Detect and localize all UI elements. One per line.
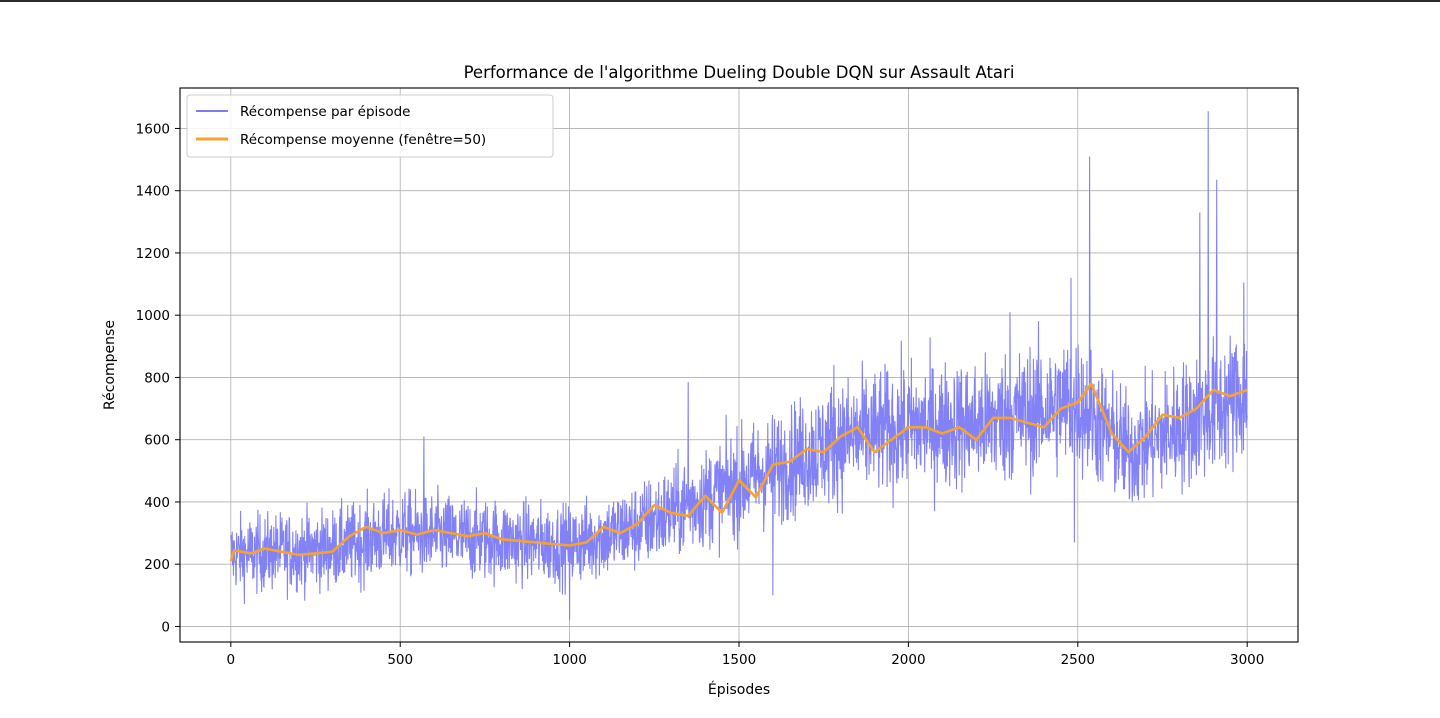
y-axis-label: Récompense [102, 320, 118, 410]
y-tick-label: 1400 [136, 184, 170, 200]
y-tick-label: 1000 [136, 308, 170, 324]
x-tick-label: 2000 [891, 652, 925, 668]
y-tick-label: 1200 [136, 246, 170, 262]
x-axis-label: Épisodes [708, 681, 770, 698]
x-tick-label: 2500 [1061, 652, 1095, 668]
legend-label-mean: Récompense moyenne (fenêtre=50) [240, 132, 486, 148]
raw-reward-line [230, 111, 1248, 621]
y-tick-label: 1600 [136, 121, 170, 137]
y-tick-label: 400 [144, 495, 170, 511]
series-mean [229, 382, 1248, 562]
series-raw [230, 111, 1248, 621]
x-tick-label: 500 [387, 652, 413, 668]
x-tick-label: 1000 [552, 652, 586, 668]
x-tick-label: 0 [227, 652, 236, 668]
y-axis-ticks: 0 200 400 600 800 1000 1200 1400 1600 [136, 121, 180, 635]
x-tick-label: 3000 [1230, 652, 1264, 668]
mean-reward-line [229, 382, 1248, 562]
legend-label-raw: Récompense par épisode [240, 104, 410, 120]
y-tick-label: 600 [144, 433, 170, 449]
legend-box [186, 94, 554, 158]
x-axis-ticks: 0 500 1000 1500 2000 2500 3000 [227, 642, 1264, 668]
window-top-border [0, 0, 1440, 2]
y-tick-label: 800 [144, 370, 170, 386]
x-tick-label: 1500 [722, 652, 756, 668]
y-tick-label: 200 [144, 557, 170, 573]
y-tick-label: 0 [161, 619, 170, 635]
legend: Récompense par épisode Récompense moyenn… [186, 94, 554, 158]
chart-title: Performance de l'algorithme Dueling Doub… [464, 63, 1015, 82]
